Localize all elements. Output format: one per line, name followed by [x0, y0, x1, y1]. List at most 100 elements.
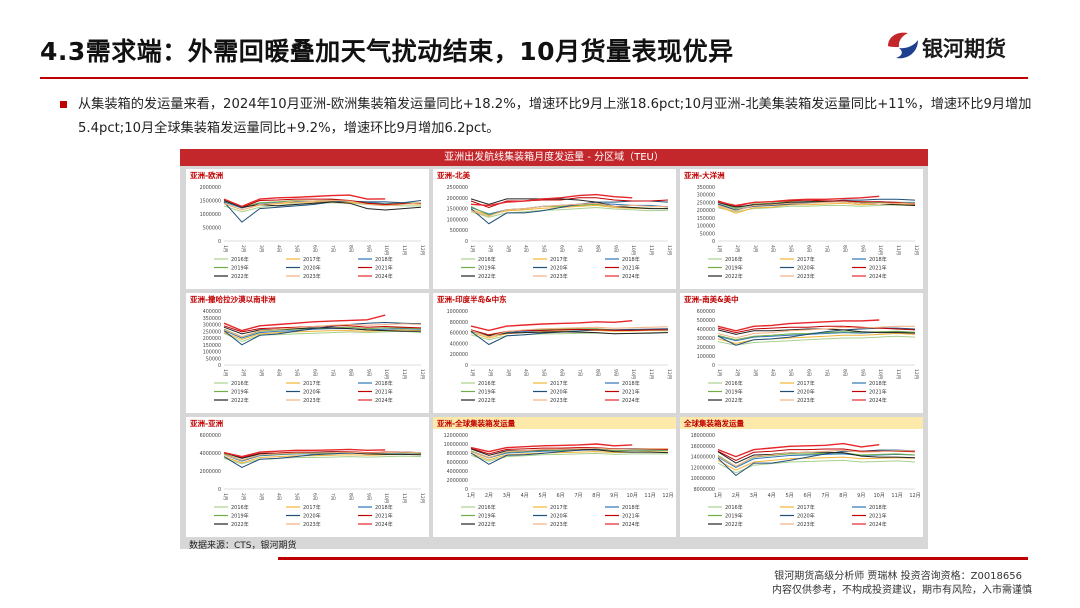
chart-title: 亚洲-南美&美中	[684, 294, 739, 304]
series-line-2023年	[470, 202, 668, 217]
chart-title: 亚洲-大洋洲	[684, 170, 725, 180]
y-tick-label: 0	[465, 363, 468, 369]
y-tick-label: 0	[712, 239, 715, 245]
chart-title: 亚洲-印度半岛&中东	[437, 294, 507, 304]
y-tick-label: 500000	[450, 228, 468, 234]
x-tick-label: 5月	[294, 493, 300, 500]
x-tick-label: 3月	[503, 493, 511, 499]
series-line-2022年	[223, 326, 421, 335]
brand-logo-icon	[888, 32, 918, 59]
y-tick-label: 100000	[697, 354, 715, 360]
series-line-2023年	[223, 323, 422, 338]
x-tick-label: 11月	[895, 369, 901, 379]
y-tick-label: 1000000	[447, 309, 468, 315]
legend-label: 2021年	[375, 265, 393, 272]
legend-label: 2020年	[797, 389, 815, 396]
series-line-2016年	[223, 330, 422, 342]
x-tick-label: 4月	[768, 493, 776, 499]
legend-label: 2022年	[231, 273, 249, 280]
legend-label: 2021年	[869, 265, 887, 272]
y-tick-label: 350000	[697, 185, 715, 191]
x-tick-label: 5月	[541, 369, 547, 376]
legend-label: 2016年	[725, 380, 743, 387]
x-tick-label: 8月	[841, 369, 847, 376]
legend-label: 2019年	[725, 513, 743, 520]
legend-label: 2024年	[622, 273, 640, 280]
series-line-2024年	[470, 193, 633, 207]
legend-label: 2019年	[231, 265, 249, 272]
legend-label: 2024年	[622, 397, 640, 404]
y-tick-label: 200000	[697, 208, 715, 214]
legend-label: 2018年	[622, 504, 640, 511]
legend-label: 2018年	[622, 380, 640, 387]
chart-title-band	[186, 417, 429, 429]
panel-header: 亚洲出发航线集装箱月度发运量 - 分区域（TEU）	[180, 149, 928, 166]
chart-panel-5: 亚洲-印度半岛&中东 0 200000 400000 600000 800000 10000…	[433, 293, 676, 413]
chart-title: 亚洲-撒哈拉沙漠以南非洲	[190, 294, 276, 304]
y-tick-label: 600000	[450, 331, 468, 337]
chart-title: 亚洲-欧洲	[190, 170, 224, 180]
y-tick-label: 300000	[203, 323, 221, 329]
legend-label: 2021年	[869, 513, 887, 520]
x-tick-label: 1月	[467, 493, 475, 499]
x-tick-label: 3月	[752, 245, 758, 252]
y-tick-label: 2000000	[447, 196, 468, 202]
legend-label: 2016年	[725, 256, 743, 263]
chart-background	[680, 169, 923, 289]
legend-label: 2017年	[303, 380, 321, 387]
x-tick-label: 10月	[626, 493, 637, 499]
x-tick-label: 4月	[523, 245, 529, 252]
chart-background	[680, 417, 923, 537]
legend-label: 2020年	[550, 389, 568, 396]
x-tick-label: 7月	[823, 369, 829, 376]
x-tick-label: 9月	[365, 493, 371, 500]
legend-label: 2024年	[869, 521, 887, 528]
legend-label: 2024年	[375, 273, 393, 280]
x-tick-label: 6月	[806, 245, 812, 252]
title-divider	[40, 77, 1028, 79]
series-line-2018年	[223, 328, 422, 339]
series-line-2023年	[223, 451, 422, 461]
legend-label: 2023年	[797, 521, 815, 528]
y-tick-label: 400000	[450, 341, 468, 347]
chart-panel-2: 亚洲-北美 0 500000 1000000 1500000 2000000 2500000…	[433, 169, 676, 289]
x-tick-label: 4月	[770, 369, 776, 376]
x-tick-label: 10月	[877, 245, 883, 255]
legend-label: 2023年	[303, 521, 321, 528]
y-tick-label: 800000	[450, 320, 468, 326]
legend-label: 2023年	[303, 273, 321, 280]
series-line-2024年	[223, 194, 386, 208]
y-tick-label: 8000000	[694, 487, 715, 493]
x-tick-label: 8月	[594, 245, 600, 252]
legend-label: 2019年	[478, 389, 496, 396]
y-tick-label: 50000	[700, 231, 715, 237]
x-tick-label: 10月	[383, 369, 389, 379]
x-tick-label: 10月	[630, 369, 636, 379]
x-tick-label: 10月	[383, 245, 389, 255]
x-tick-label: 5月	[788, 245, 794, 252]
legend-label: 2017年	[797, 256, 815, 263]
x-tick-label: 2月	[240, 493, 246, 500]
x-tick-label: 8月	[347, 245, 353, 252]
chart-panel-9: 全球集装箱发运量 8000000 10000000 12000000 14000000 1…	[680, 417, 923, 537]
legend-label: 2020年	[797, 513, 815, 520]
y-tick-label: 0	[712, 363, 715, 369]
x-tick-label: 4月	[523, 369, 529, 376]
legend-label: 2017年	[797, 380, 815, 387]
legend-label: 2016年	[478, 380, 496, 387]
series-line-2024年	[223, 314, 386, 332]
series-line-2024年	[717, 442, 880, 458]
legend-label: 2017年	[550, 504, 568, 511]
y-tick-label: 2000000	[200, 185, 221, 191]
data-source: 数据来源：CTS，银河期货	[189, 541, 297, 551]
chart-background	[186, 293, 429, 413]
y-tick-label: 1500000	[447, 207, 468, 213]
series-line-2022年	[717, 451, 916, 464]
legend-label: 2024年	[869, 397, 887, 404]
chart-title-band	[433, 169, 676, 181]
legend-label: 2018年	[869, 504, 887, 511]
y-tick-label: 300000	[697, 336, 715, 342]
series-line-2023年	[717, 325, 915, 339]
x-tick-label: 1月	[716, 369, 722, 376]
series-line-2023年	[717, 449, 915, 467]
